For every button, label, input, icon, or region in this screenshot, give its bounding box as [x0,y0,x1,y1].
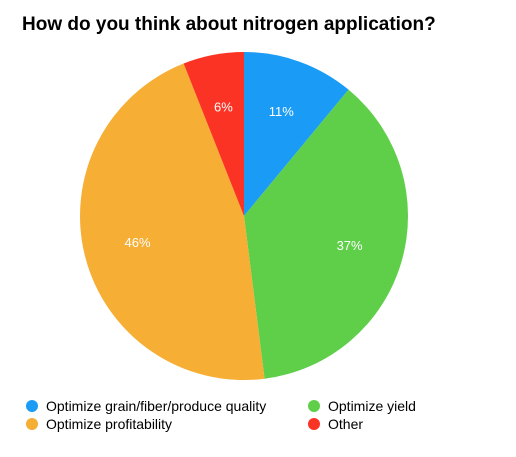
pie-chart: 11% 37% 46% 6% [80,52,409,381]
legend-swatch-quality [26,400,38,412]
legend-swatch-profitability [26,418,38,430]
pie-slice-other [183,52,244,216]
pie-slices [80,52,409,381]
pie-slice-profitability [80,63,265,381]
pie-slice-quality [244,52,349,216]
legend-label-quality: Optimize grain/fiber/produce quality [46,398,267,414]
legend-swatch-other [308,418,320,430]
slice-label-yield: 37% [337,238,363,253]
chart-title: How do you think about nitrogen applicat… [22,14,436,35]
legend-label-other: Other [328,416,364,432]
legend-label-profitability: Optimize profitability [46,416,173,432]
legend-item-other: Other [308,416,363,432]
slice-label-profitability: 46% [124,235,150,250]
legend-item-yield: Optimize yield [308,398,416,414]
legend-label-yield: Optimize yield [328,398,416,414]
legend-item-quality: Optimize grain/fiber/produce quality [26,398,266,414]
slice-label-quality: 11% [269,104,294,119]
slice-label-other: 6% [214,99,233,114]
legend-item-profitability: Optimize profitability [26,416,172,432]
legend-swatch-yield [308,400,320,412]
pie-slice-labels: 11% 37% 46% 6% [124,99,363,253]
pie-slice-yield [244,89,409,379]
